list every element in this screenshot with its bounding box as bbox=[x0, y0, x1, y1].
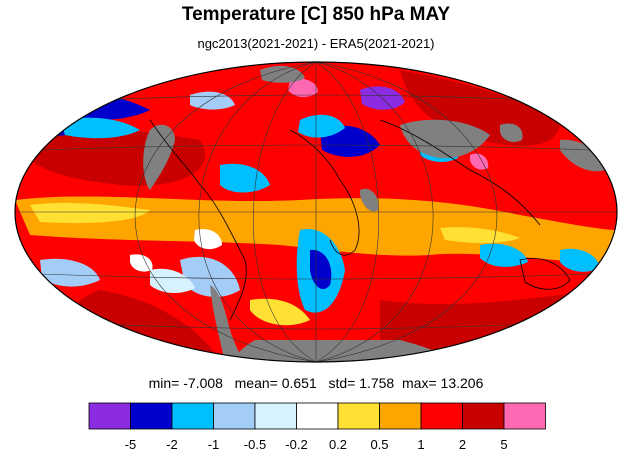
mean-label: mean= bbox=[234, 375, 278, 391]
yellow-region bbox=[30, 202, 150, 224]
yellow-region bbox=[440, 227, 520, 244]
light-blue-region bbox=[40, 258, 100, 287]
statistics-line: min= -7.008 mean= 0.651 std= 1.758 max= … bbox=[0, 375, 632, 391]
colorbar-swatch bbox=[213, 402, 256, 430]
coastline bbox=[379, 119, 541, 226]
light-blue-region bbox=[60, 117, 140, 139]
pink-region bbox=[288, 78, 318, 98]
plot-subtitle: ngc2013(2021-2021) - ERA5(2021-2021) bbox=[197, 36, 435, 51]
colorbar-tick-label: -0.5 bbox=[243, 437, 267, 452]
light-blue-region bbox=[180, 256, 240, 297]
colorbar-swatch bbox=[296, 402, 339, 430]
colorbar-swatch bbox=[88, 402, 131, 430]
plot-title: Temperature [C] 850 hPa MAY bbox=[181, 4, 451, 25]
std-value: 1.758 bbox=[359, 375, 395, 391]
max-value: 13.206 bbox=[440, 375, 484, 391]
land-mask bbox=[360, 188, 379, 212]
min-label: min= bbox=[148, 375, 180, 391]
light-blue-region bbox=[560, 248, 600, 272]
land-mask bbox=[560, 139, 605, 172]
map-border bbox=[14, 61, 618, 363]
min-value: -7.008 bbox=[183, 375, 223, 391]
white-region bbox=[130, 254, 153, 272]
colorbar-tick-label: 0.5 bbox=[370, 437, 389, 452]
colorbar-tick-label: 2 bbox=[458, 437, 467, 452]
coastline bbox=[289, 129, 360, 256]
colorbar-tick-labels: -5 -2 -1 -0.5 -0.2 0.2 0.5 1 2 5 bbox=[0, 437, 632, 457]
land-mask bbox=[500, 123, 523, 143]
colorbar-swatch bbox=[337, 402, 380, 430]
land-mask bbox=[260, 65, 305, 83]
mean-value: 0.651 bbox=[281, 375, 317, 391]
coastline bbox=[149, 119, 247, 321]
colorbar-tick-label: -0.2 bbox=[285, 437, 308, 452]
land-mask bbox=[143, 124, 175, 190]
max-label: max= bbox=[402, 375, 437, 391]
colorbar-tick-label: -5 bbox=[124, 437, 137, 452]
land-mask bbox=[210, 285, 245, 362]
colorbar-swatch bbox=[130, 402, 173, 430]
land-mask bbox=[400, 119, 490, 159]
colorbar-tick-label: -2 bbox=[166, 437, 178, 452]
coastline bbox=[519, 258, 571, 290]
colorbar-tick-label: 1 bbox=[417, 437, 425, 452]
colorbar-swatch bbox=[254, 402, 297, 430]
colorbar-tick-label: 5 bbox=[500, 437, 508, 452]
yellow-region bbox=[250, 298, 310, 326]
colorbar-swatch bbox=[462, 402, 505, 430]
colorbar-swatch bbox=[503, 402, 546, 430]
std-label: std= bbox=[328, 375, 356, 391]
colorbar-swatch bbox=[171, 402, 214, 430]
dark-red-region bbox=[400, 70, 560, 146]
colorbar-swatch bbox=[379, 402, 422, 430]
light-blue-region bbox=[298, 114, 345, 138]
colorbar-tick-label: -1 bbox=[207, 437, 220, 452]
pink-region bbox=[470, 153, 489, 170]
light-blue-region bbox=[480, 243, 528, 267]
colorbar-swatch bbox=[420, 402, 463, 430]
colorbar-tick-label: 0.2 bbox=[328, 437, 348, 452]
